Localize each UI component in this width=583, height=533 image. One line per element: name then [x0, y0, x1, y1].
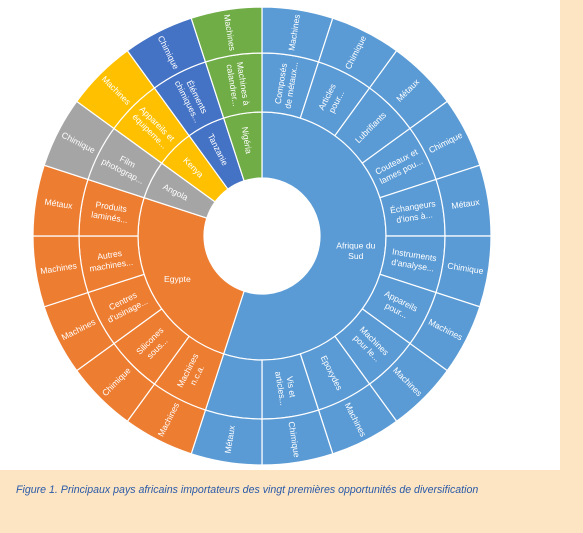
product-label-egypte-4: Produitslaminés...: [91, 199, 131, 225]
sector-label-egypte-4: Métaux: [44, 197, 74, 211]
country-label-egypte: Egypte: [164, 274, 191, 284]
sector-segment-nigeria-0: [190, 6, 263, 63]
country-label-nigeria: Nigéria: [240, 126, 254, 155]
country-label-afrique-du-sud: Afrique du Sud: [336, 241, 375, 262]
center-hole: [204, 178, 320, 294]
sector-label-afrique-du-sud-extra: Métaux: [223, 424, 237, 454]
sector-label-afrique-du-sud-4: Métaux: [451, 197, 481, 211]
sunburst-chart: Composésde métaux...MachinesArticlespour…: [32, 6, 492, 466]
figure-caption: Figure 1. Principaux pays africains impo…: [16, 484, 479, 496]
